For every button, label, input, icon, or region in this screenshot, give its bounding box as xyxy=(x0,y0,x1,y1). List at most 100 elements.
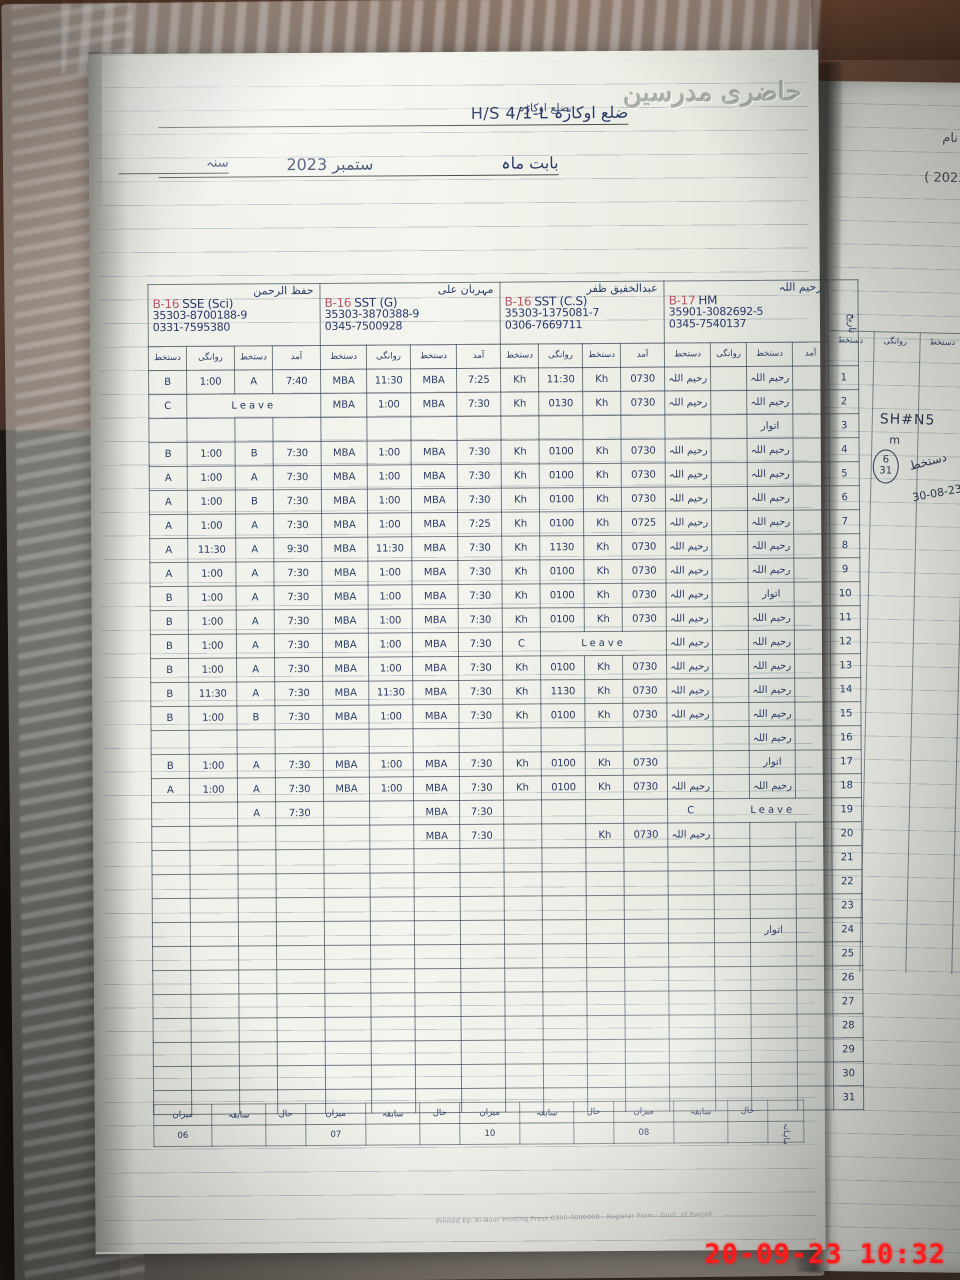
cell-t3-sig-out[interactable] xyxy=(503,727,542,753)
cell-t4-sig-in[interactable]: رحیم اللہ xyxy=(748,606,795,631)
cell-t1-dep[interactable]: 1:00 xyxy=(187,466,236,491)
cell-t2-sig-out[interactable] xyxy=(323,801,370,826)
cell-t1-sig-in[interactable]: A xyxy=(236,657,275,683)
cell-t3-dep[interactable]: 0130 xyxy=(538,391,583,416)
cell-t1-dep[interactable]: 1:00 xyxy=(189,754,238,779)
cell-t4-arr[interactable] xyxy=(797,989,834,1015)
cell-t1-sig-in[interactable] xyxy=(239,1041,278,1067)
cell-t4-sig-in[interactable]: رحیم اللہ xyxy=(747,438,794,463)
cell-t3-sig-out[interactable]: Kh xyxy=(502,679,541,705)
cell-t4-dep[interactable] xyxy=(714,918,751,943)
cell-t4-sig-in[interactable]: رحیم اللہ xyxy=(748,654,795,679)
cell-t3-arr[interactable] xyxy=(624,895,669,920)
cell-t4-sig-in[interactable]: رحیم اللہ xyxy=(749,726,796,751)
cell-t4-sig-out[interactable] xyxy=(664,414,712,440)
cell-t3-sig-in[interactable] xyxy=(582,415,622,440)
cell-t2-arr[interactable]: 7:30 xyxy=(457,536,502,561)
cell-t2-arr[interactable] xyxy=(460,872,505,897)
cell-t4-arr[interactable] xyxy=(794,653,831,679)
cell-t1-sig-in[interactable] xyxy=(238,945,277,971)
cell-t3-sig-out[interactable] xyxy=(505,1015,544,1041)
cell-t4-sig-out[interactable]: رحیم اللہ xyxy=(665,510,712,536)
cell-t3-arr[interactable]: 0730 xyxy=(622,607,667,632)
cell-t4-sig-out[interactable] xyxy=(669,1038,716,1064)
cell-t3-sig-in[interactable]: Kh xyxy=(584,583,623,608)
cell-t3-dep[interactable] xyxy=(542,991,588,1016)
cell-t2-arr[interactable] xyxy=(460,944,505,969)
cell-t3-arr[interactable] xyxy=(620,415,666,440)
cell-t1-arr[interactable] xyxy=(276,921,325,946)
cell-t1-dep[interactable]: 1:00 xyxy=(187,562,237,587)
cell-t3-arr[interactable]: 0730 xyxy=(623,775,668,800)
cell-t3-arr[interactable]: 0730 xyxy=(622,679,668,704)
cell-t4-dep[interactable] xyxy=(711,486,748,511)
cell-t2-dep[interactable] xyxy=(371,1040,416,1066)
cell-t4-sig-out[interactable] xyxy=(667,750,714,776)
cell-t3-sig-in[interactable] xyxy=(587,1039,626,1064)
cell-t2-arr[interactable]: 7:30 xyxy=(458,704,504,729)
cell-t1-dep[interactable]: 1:00 xyxy=(188,634,237,659)
cell-t4-dep[interactable] xyxy=(711,558,749,583)
cell-t4-arr[interactable] xyxy=(795,725,832,751)
cell-t1-sig-out[interactable] xyxy=(153,1018,192,1043)
cell-t2-sig-in[interactable] xyxy=(413,728,460,753)
cell-t4-sig-in[interactable]: رحیم اللہ xyxy=(747,534,794,559)
cell-t4-sig-in[interactable]: رحیم اللہ xyxy=(747,510,794,535)
cell-t4-sig-in[interactable] xyxy=(750,942,797,967)
cell-t3-sig-out[interactable]: Kh xyxy=(503,775,542,801)
cell-t1-dep[interactable] xyxy=(190,994,240,1019)
cell-t4-sig-in[interactable]: رحیم اللہ xyxy=(747,486,794,511)
cell-t3-sig-out[interactable]: Kh xyxy=(501,535,540,561)
cell-t3-dep[interactable]: 0100 xyxy=(540,607,585,632)
cell-t1-sig-in[interactable]: A xyxy=(237,753,276,779)
cell-t3-arr[interactable] xyxy=(624,991,670,1016)
cell-t4-sig-in[interactable]: رحیم اللہ xyxy=(747,558,795,583)
cell-t2-sig-in[interactable]: MBA xyxy=(413,776,460,801)
cell-t4-sig-out[interactable]: رحیم اللہ xyxy=(666,606,713,632)
cell-t1-dep[interactable] xyxy=(191,1042,240,1067)
cell-t1-sig-out[interactable]: A xyxy=(149,538,188,563)
cell-t2-dep[interactable]: 1:00 xyxy=(369,776,414,802)
cell-t4-sig-in[interactable]: اتوار xyxy=(746,414,794,439)
cell-t3-sig-out[interactable] xyxy=(505,1039,544,1065)
cell-t4-arr[interactable] xyxy=(794,581,831,607)
cell-t1-sig-out[interactable] xyxy=(148,418,188,443)
cell-t3-dep[interactable]: 0100 xyxy=(540,655,585,680)
cell-t2-sig-in[interactable] xyxy=(410,416,458,441)
cell-t2-dep[interactable]: 11:30 xyxy=(367,536,412,562)
cell-t1-sig-out[interactable] xyxy=(153,1042,192,1067)
cell-t4-arr[interactable] xyxy=(792,365,829,391)
cell-t4-dep[interactable] xyxy=(714,870,751,895)
cell-t4-sig-in[interactable]: اتوار xyxy=(748,582,795,607)
cell-t3-sig-in[interactable]: Kh xyxy=(583,487,622,512)
cell-t2-sig-in[interactable]: MBA xyxy=(411,512,458,537)
cell-t2-sig-in[interactable]: MBA xyxy=(413,752,460,777)
cell-t4-arr[interactable] xyxy=(796,917,833,943)
cell-t4-arr[interactable] xyxy=(793,485,830,511)
cell-t2-sig-out[interactable] xyxy=(323,729,370,754)
cell-t1-sig-out[interactable]: B xyxy=(151,754,190,779)
cell-t4-sig-in[interactable] xyxy=(750,966,798,991)
cell-t1-sig-in[interactable]: A xyxy=(235,561,275,587)
cell-t2-sig-out[interactable] xyxy=(323,825,370,850)
cell-t2-dep[interactable] xyxy=(370,992,416,1018)
cell-t1-arr[interactable] xyxy=(275,729,324,754)
cell-t3-sig-out[interactable]: C xyxy=(502,631,541,657)
cell-t4-sig-in[interactable]: رحیم اللہ xyxy=(749,702,796,727)
cell-t4-sig-in[interactable] xyxy=(750,846,797,871)
cell-t3-arr[interactable]: 0730 xyxy=(622,703,668,728)
cell-t1-arr[interactable]: 7:30 xyxy=(273,513,322,538)
cell-t4-sig-in[interactable] xyxy=(751,1014,798,1039)
cell-t4-arr[interactable] xyxy=(796,845,833,871)
cell-t2-dep[interactable]: 1:00 xyxy=(367,440,412,466)
cell-t2-arr[interactable] xyxy=(459,848,505,873)
cell-t4-dep[interactable] xyxy=(710,414,748,439)
cell-t1-dep[interactable]: 1:00 xyxy=(188,610,237,635)
cell-t4-arr[interactable] xyxy=(793,509,830,535)
cell-t2-arr[interactable] xyxy=(461,1040,506,1065)
cell-t4-arr[interactable] xyxy=(796,869,833,895)
cell-t3-dep[interactable] xyxy=(542,943,587,968)
cell-t2-dep[interactable] xyxy=(370,920,415,946)
cell-t1-dep[interactable] xyxy=(190,922,239,947)
cell-t1-dep[interactable]: 1:00 xyxy=(189,778,238,803)
